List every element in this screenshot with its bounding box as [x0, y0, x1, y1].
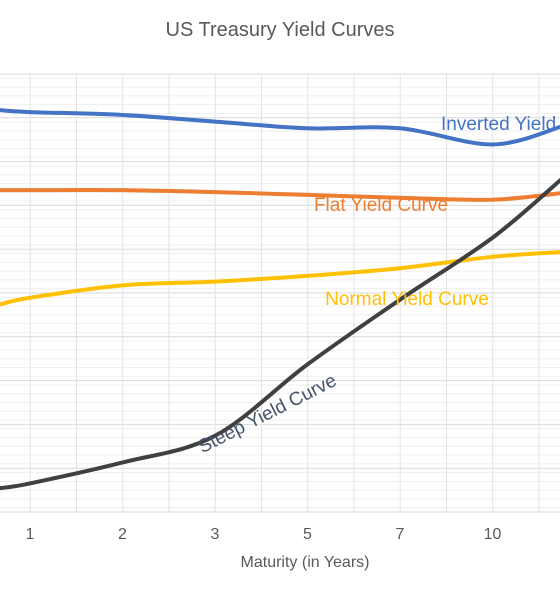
x-tick-label: 1 [26, 526, 35, 543]
x-axis-title: Maturity (in Years) [241, 554, 370, 571]
x-tick-label: 7 [396, 526, 405, 543]
series-line-4 [0, 177, 560, 491]
x-tick-label: 5 [303, 526, 312, 543]
series-lines [0, 108, 560, 491]
series-line-3 [0, 250, 560, 307]
x-tick-label: 2 [118, 526, 127, 543]
x-tick-label: 10 [484, 526, 502, 543]
chart-title: US Treasury Yield Curves [166, 19, 395, 41]
series-label-4: Steep Yield Curve [195, 370, 340, 458]
grid-lines [0, 73, 560, 513]
x-tick-label: 3 [211, 526, 220, 543]
series-label-1: Inverted Yield Curve [441, 114, 560, 135]
series-label-3: Normal Yield Curve [325, 289, 489, 310]
x-tick-labels: 1 2 3 5 7 10 [26, 526, 502, 543]
series-line-2 [0, 188, 560, 202]
series-label-2: Flat Yield Curve [314, 195, 448, 216]
series-line-1 [0, 108, 560, 147]
